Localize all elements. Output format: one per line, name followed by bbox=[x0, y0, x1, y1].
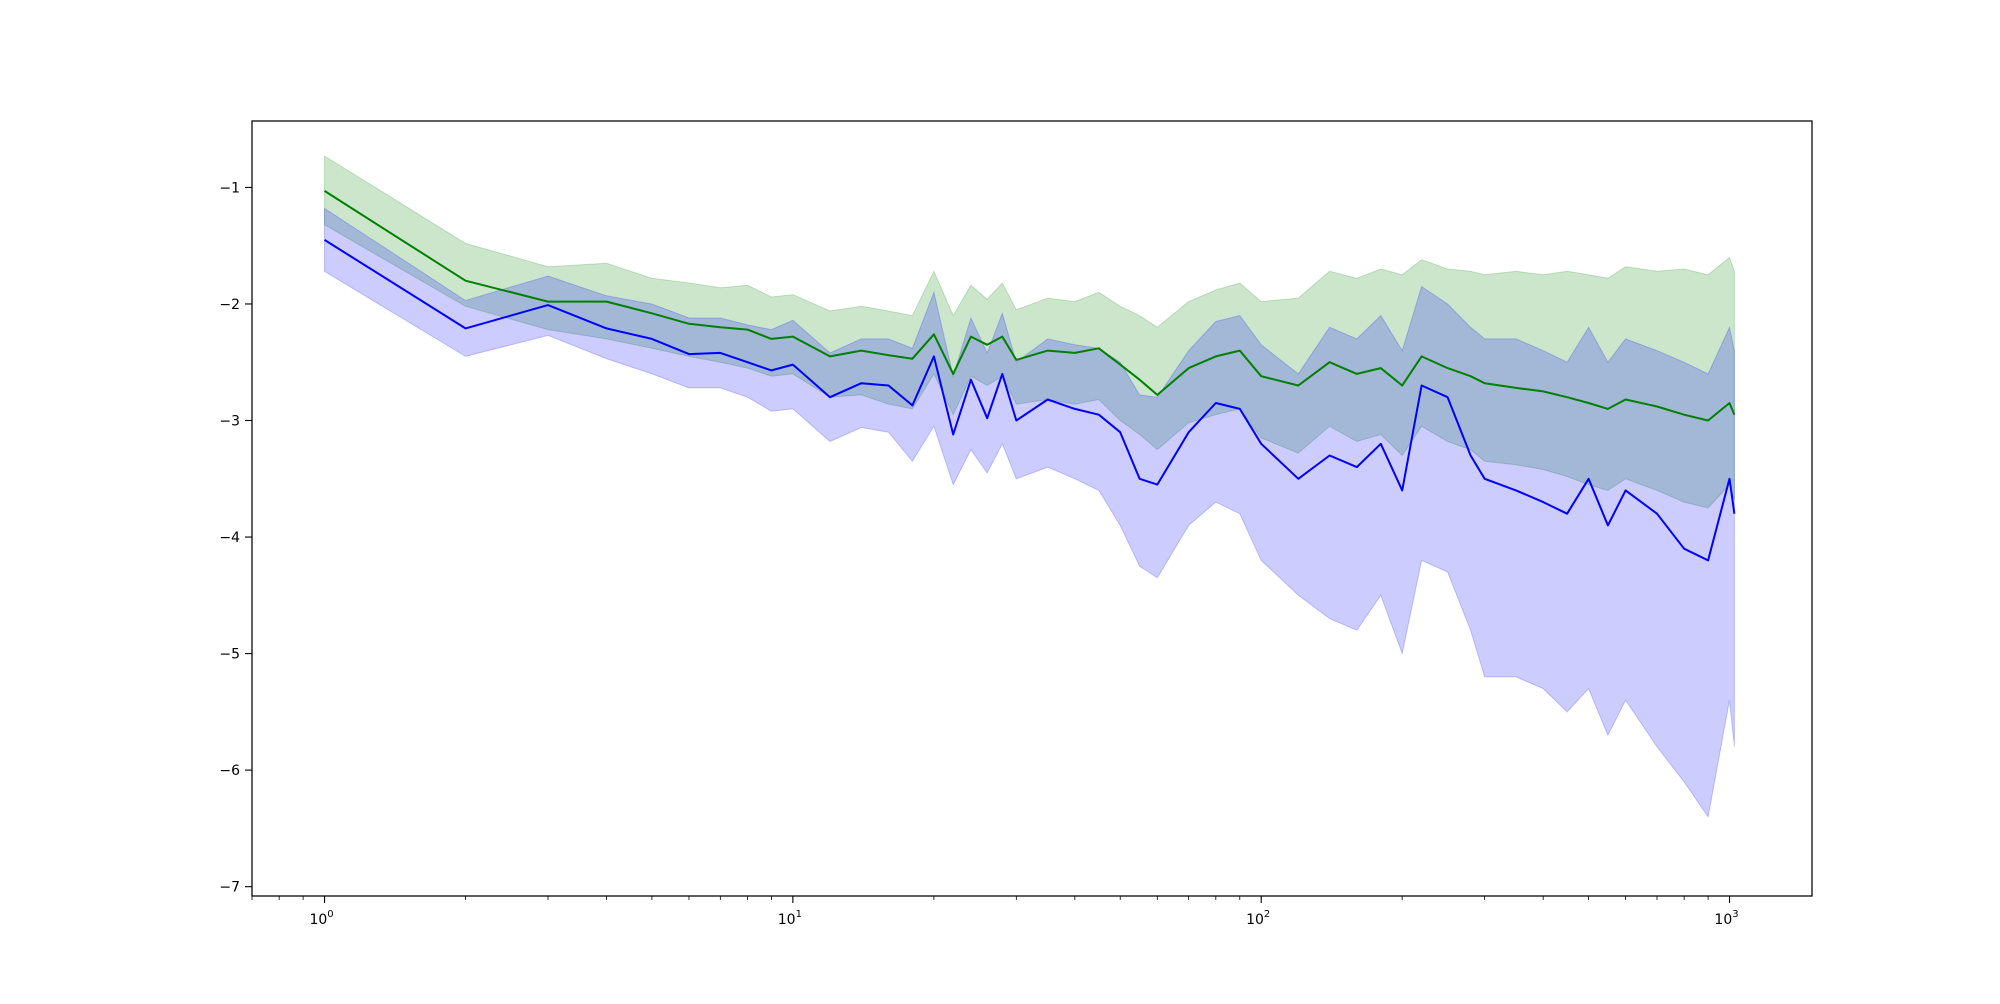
x-tick-label: 103 bbox=[1714, 909, 1738, 928]
y-tick-label: −1 bbox=[219, 180, 240, 196]
y-axis: −1 −2 −3 −4 −5 −6 −7 bbox=[219, 180, 252, 896]
x-tick-label: 101 bbox=[778, 909, 802, 928]
series-2-line bbox=[323, 239, 1736, 562]
series-1-line bbox=[323, 190, 1736, 422]
series-1-band bbox=[324, 155, 1735, 509]
y-tick-label: −7 bbox=[219, 880, 240, 896]
plot-frame bbox=[251, 120, 1813, 897]
x-tick-label: 100 bbox=[309, 909, 333, 928]
confidence-bands bbox=[324, 155, 1735, 819]
x-tick-label: 102 bbox=[1246, 909, 1270, 928]
y-tick-label: −3 bbox=[219, 414, 240, 430]
y-tick-label: −2 bbox=[219, 297, 240, 313]
y-tick-label: −6 bbox=[219, 763, 240, 779]
x-axis: 100 101 102 103 bbox=[251, 896, 1739, 928]
y-tick-label: −5 bbox=[219, 647, 240, 663]
y-tick-label: −4 bbox=[219, 530, 240, 546]
series-lines bbox=[323, 190, 1736, 562]
